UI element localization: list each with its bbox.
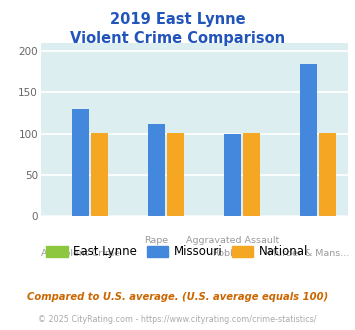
Bar (224, 134, 241, 216)
Bar (243, 133, 260, 216)
Bar (72, 109, 89, 216)
Text: Robbery: Robbery (213, 249, 252, 258)
Text: Rape: Rape (144, 236, 168, 245)
Text: Compared to U.S. average. (U.S. average equals 100): Compared to U.S. average. (U.S. average … (27, 292, 328, 302)
Bar (300, 63, 317, 216)
Text: Murder & Mans...: Murder & Mans... (268, 249, 349, 258)
Bar (319, 133, 336, 216)
Text: All Violent Crime: All Violent Crime (41, 249, 120, 258)
Bar (148, 124, 165, 216)
Text: 2019 East Lynne: 2019 East Lynne (110, 12, 245, 26)
Legend: East Lynne, Missouri, National: East Lynne, Missouri, National (42, 241, 313, 263)
Text: Violent Crime Comparison: Violent Crime Comparison (70, 31, 285, 46)
Bar (91, 133, 108, 216)
Bar (167, 133, 184, 216)
Text: © 2025 CityRating.com - https://www.cityrating.com/crime-statistics/: © 2025 CityRating.com - https://www.city… (38, 315, 317, 324)
Text: Aggravated Assault: Aggravated Assault (186, 236, 279, 245)
